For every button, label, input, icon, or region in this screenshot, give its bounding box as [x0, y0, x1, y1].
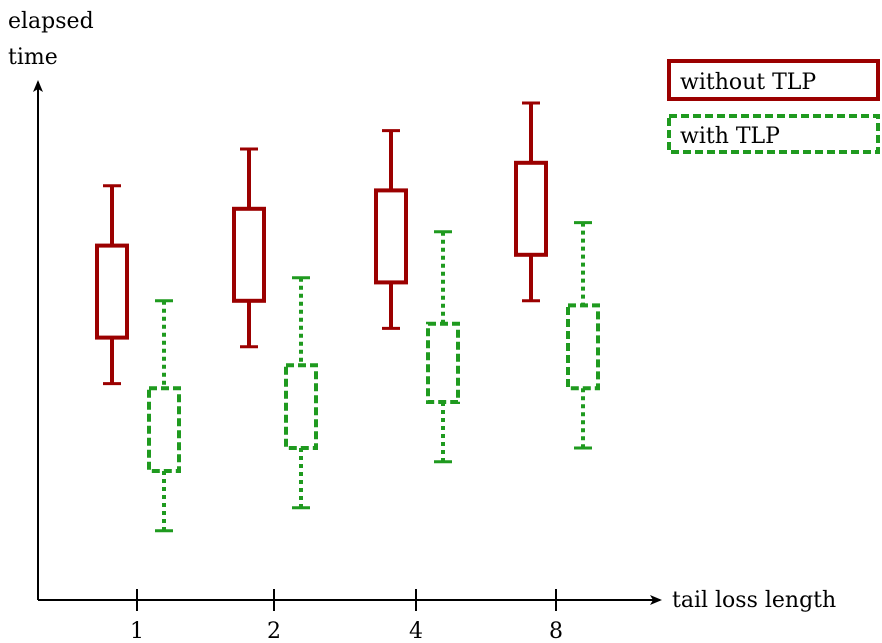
iqr-box — [284, 363, 318, 451]
legend-swatch-with-tlp — [667, 114, 880, 154]
box-without-tlp — [95, 184, 129, 386]
x-tick-label: 4 — [409, 619, 423, 643]
x-tick-label: 2 — [267, 619, 281, 643]
box-with-tlp — [426, 230, 460, 464]
legend: without TLP with TLP — [667, 59, 880, 154]
y-axis-label-line1: elapsed — [8, 9, 94, 34]
box-without-tlp — [232, 147, 266, 349]
x-tick-label: 1 — [130, 619, 144, 643]
x-ticks: 1 2 4 8 — [130, 589, 563, 643]
iqr-box — [426, 321, 460, 404]
legend-label-without-tlp: without TLP — [680, 70, 816, 95]
box-without-tlp — [374, 129, 408, 330]
box-with-tlp — [147, 299, 181, 533]
y-axis-label-line2: time — [8, 45, 58, 70]
iqr-box — [147, 386, 181, 474]
iqr-box — [566, 303, 600, 391]
box-with-tlp — [566, 221, 600, 450]
iqr-box — [232, 206, 266, 303]
box-with-tlp — [284, 276, 318, 510]
box-without-tlp — [514, 101, 548, 303]
iqr-box — [514, 160, 548, 257]
iqr-box — [374, 188, 408, 285]
legend-label-with-tlp: with TLP — [680, 124, 780, 149]
iqr-box — [95, 243, 129, 340]
box-series — [95, 101, 600, 533]
x-axis-label: tail loss length — [672, 588, 836, 613]
legend-swatch-without-tlp — [667, 59, 880, 101]
x-tick-label: 8 — [549, 619, 563, 643]
